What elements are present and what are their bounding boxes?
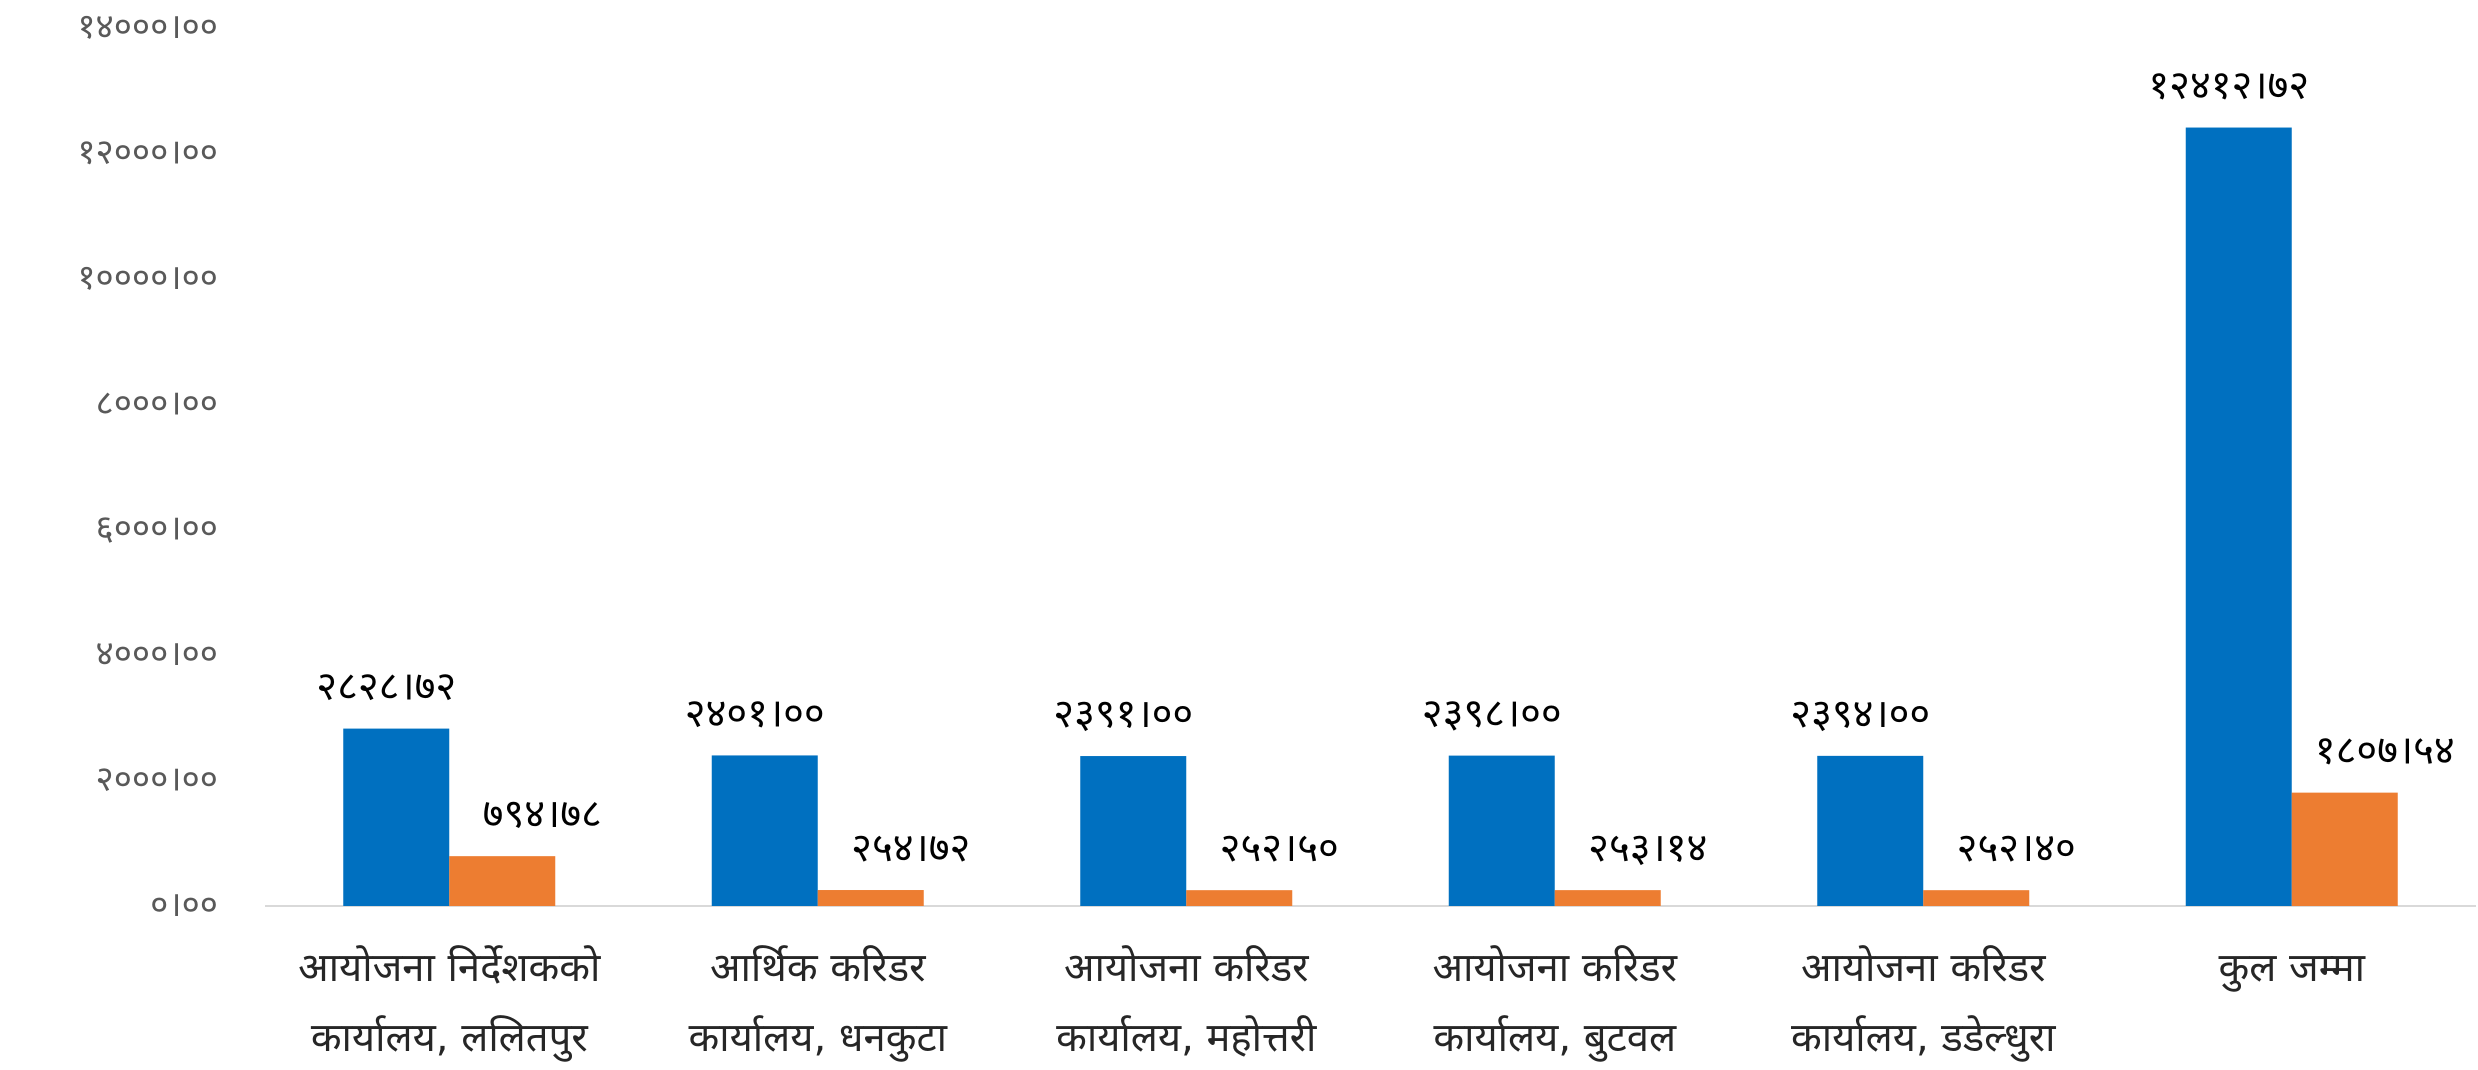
x-tick-label: आर्थिक करिडर xyxy=(710,945,926,991)
bar xyxy=(1554,890,1661,906)
data-label: २५२।४० xyxy=(1957,825,2076,871)
y-tick-label: ०।०० xyxy=(150,885,218,925)
x-tick-label: कार्यालय, ललितपुर xyxy=(311,1015,589,1062)
data-label: २५२।५० xyxy=(1220,825,1339,871)
bar xyxy=(1923,890,2030,906)
x-tick-label: कार्यालय, बुटवल xyxy=(1433,1015,1677,1062)
x-tick-label: कुल जम्मा xyxy=(2219,945,2366,992)
y-tick-label: ४०००।०० xyxy=(96,634,218,674)
bar xyxy=(449,856,556,906)
data-label: २३९८।०० xyxy=(1422,691,1562,737)
data-label: २५४।७२ xyxy=(851,825,970,871)
data-label: २३९४।०० xyxy=(1790,691,1930,737)
data-label: २५३।१४ xyxy=(1588,825,1707,871)
x-tick-label: कार्यालय, महोत्तरी xyxy=(1056,1015,1317,1061)
bar xyxy=(817,890,924,906)
data-label: २३९१।०० xyxy=(1053,691,1193,737)
bar xyxy=(1448,755,1555,906)
x-tick-label: कार्यालय, डडेल्धुरा xyxy=(1791,1015,2056,1062)
data-label: २४०१।०० xyxy=(685,690,825,736)
x-tick-label: आयोजना करिडर xyxy=(1432,945,1677,991)
x-tick-label: आयोजना करिडर xyxy=(1064,945,1309,991)
bar xyxy=(711,755,818,906)
y-tick-label: १४०००।०० xyxy=(77,7,218,47)
data-label: २८२८।७२ xyxy=(316,664,456,710)
bar xyxy=(2185,127,2292,907)
bar xyxy=(1817,755,1924,906)
data-label: १८०७।५४ xyxy=(2315,728,2455,774)
y-tick-label: १२०००।०० xyxy=(77,132,218,172)
x-tick-label: कार्यालय, धनकुटा xyxy=(689,1015,948,1062)
x-tick-label: आयोजना निर्देशकको xyxy=(298,945,601,991)
y-tick-label: ८०००।०० xyxy=(96,383,218,423)
data-label: १२४१२।७२ xyxy=(2148,63,2309,109)
bar xyxy=(1080,756,1187,906)
data-label: ७९४।७८ xyxy=(483,791,602,837)
y-tick-label: २०००।०० xyxy=(96,760,218,800)
y-tick-label: १००००।०० xyxy=(77,258,218,298)
bar xyxy=(2291,792,2398,906)
y-tick-label: ६०००।०० xyxy=(96,509,218,549)
bar xyxy=(343,728,450,906)
bar xyxy=(1186,890,1293,906)
x-tick-label: आयोजना करिडर xyxy=(1801,945,2046,991)
